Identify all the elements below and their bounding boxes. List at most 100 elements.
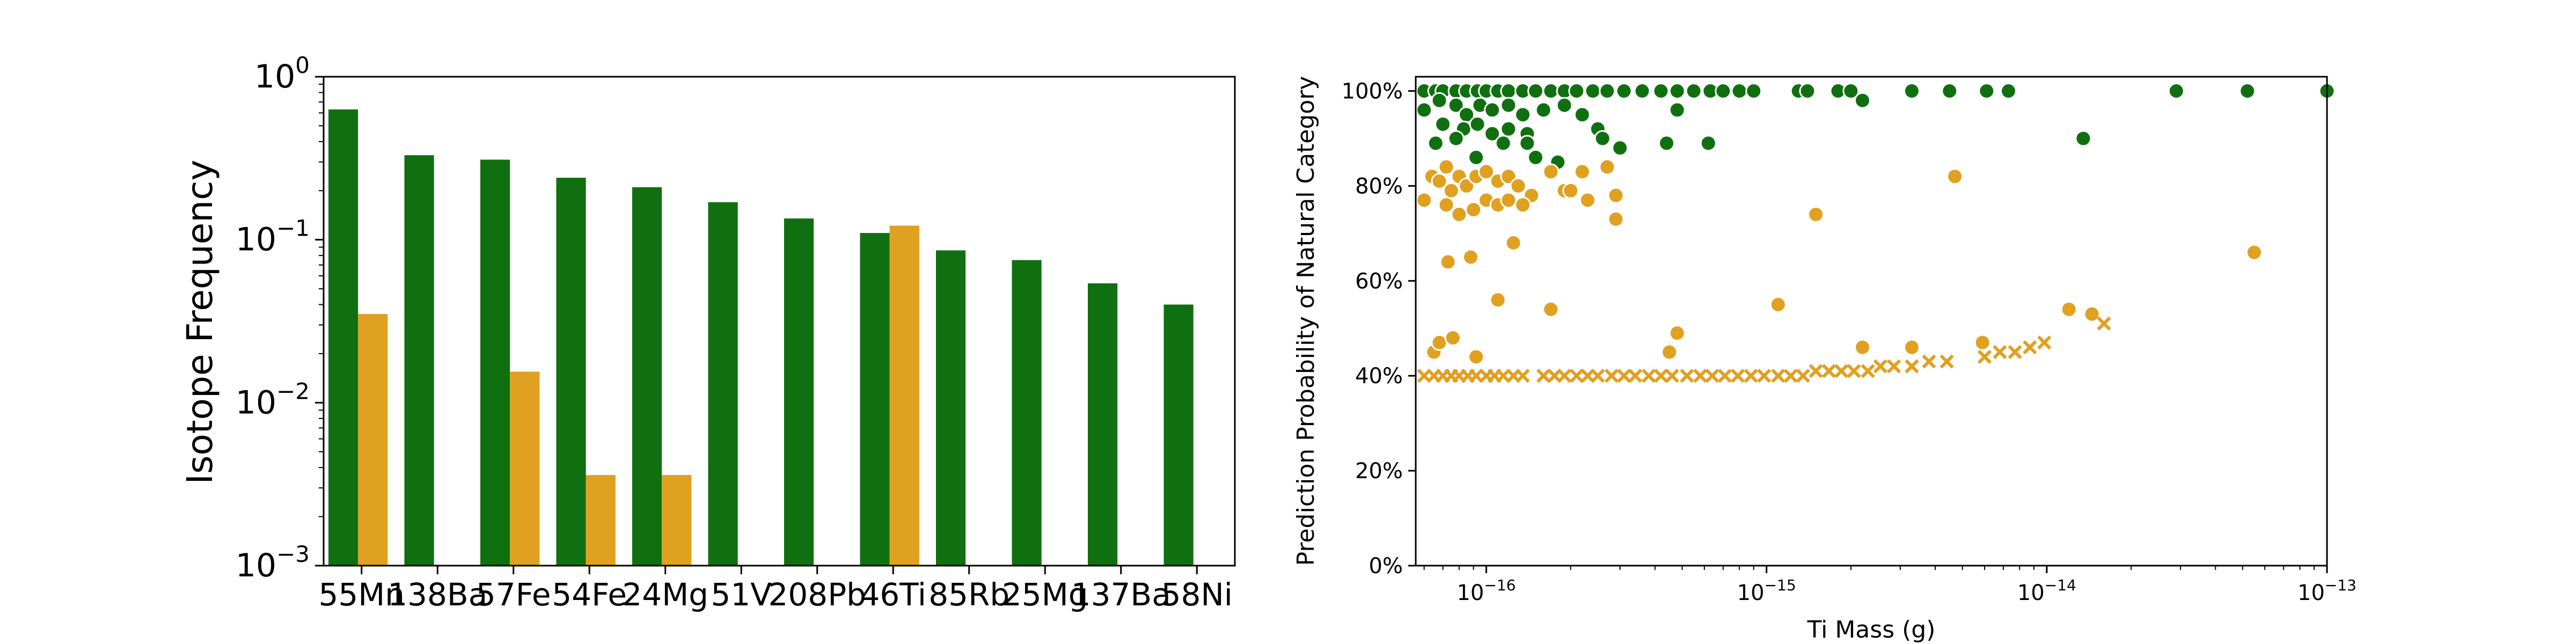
scatter-point-x — [1834, 364, 1849, 378]
scatter-point-natural — [1527, 83, 1544, 100]
scatter-point-x-stroke — [1834, 364, 1849, 378]
scatter-point-synthetic — [1510, 177, 1527, 194]
scatter-point-natural — [1612, 140, 1629, 157]
bar-55mn-natural — [328, 109, 358, 566]
scatter-point-synthetic — [1854, 339, 1871, 356]
bar-plot-frame — [323, 76, 1236, 567]
scatter-point-natural — [2239, 83, 2256, 100]
scatter-point-x-stroke — [1616, 369, 1631, 383]
scatter-point-x — [1873, 359, 1888, 374]
scatter-point-x — [1665, 369, 1679, 383]
scatter-point-natural — [1447, 97, 1465, 114]
scatter-x-axis-label: Ti Mass (g) — [1807, 616, 1936, 643]
scatter-point-x — [1940, 354, 1954, 369]
scatter-point-natural — [1495, 135, 1512, 152]
scatter-point-x-stroke — [1557, 369, 1572, 383]
scatter-point-x — [1731, 369, 1745, 383]
bar-y-tick-label: 100 — [254, 52, 310, 96]
scatter-point-x — [1569, 369, 1584, 383]
bar-85rb-natural — [936, 250, 966, 566]
bar-57fe-synthetic — [510, 371, 540, 566]
scatter-point-x — [1809, 364, 1823, 378]
scatter-point-synthetic — [1574, 163, 1591, 180]
scatter-point-x — [1847, 364, 1861, 378]
scatter-point-x-stroke — [1861, 364, 1875, 378]
scatter-point-natural — [1745, 83, 1762, 100]
scatter-point-x — [2008, 345, 2022, 360]
scatter-point-natural — [1903, 83, 1920, 100]
scatter-point-x — [1693, 369, 1708, 383]
scatter-point-x-stroke — [1940, 354, 1954, 369]
scatter-point-synthetic — [1903, 339, 1920, 356]
scatter-point-x-stroke — [1783, 369, 1798, 383]
scatter-point-synthetic — [1505, 235, 1522, 252]
scatter-point-x — [1821, 364, 1836, 378]
scatter-point-natural — [1500, 97, 1517, 114]
scatter-point-natural — [1799, 83, 1816, 100]
scatter-point-natural — [1484, 101, 1501, 119]
scatter-point-x-stroke — [1873, 359, 1888, 374]
scatter-point-x-stroke — [1744, 369, 1758, 383]
scatter-point-synthetic — [1514, 196, 1532, 214]
bar-x-tick-label: 51V — [711, 576, 772, 613]
scatter-point-x-stroke — [1591, 369, 1605, 383]
scatter-point-x-stroke — [1731, 369, 1745, 383]
scatter-x-tick-label: 10−15 — [1737, 576, 1796, 605]
scatter-x-tick-label: 10−14 — [2017, 576, 2076, 605]
scatter-point-natural — [1668, 101, 1686, 119]
scatter-chart: 0%20%40%60%80%100% 10−16 10−15 10−14 10−13 … — [1292, 76, 2357, 643]
scatter-point-synthetic — [1607, 187, 1624, 204]
scatter-point-x-stroke — [1604, 369, 1619, 383]
scatter-point-natural — [1941, 83, 1958, 100]
scatter-y-axis-label: Prediction Probability of Natural Catego… — [1292, 76, 1320, 566]
scatter-point-natural — [1500, 83, 1517, 100]
scatter-point-x — [1653, 369, 1668, 383]
bar-54fe-synthetic — [586, 475, 616, 566]
scatter-point-synthetic — [1542, 301, 1560, 318]
scatter-point-x — [2023, 340, 2037, 355]
scatter-point-natural — [1599, 83, 1616, 100]
scatter-point-natural — [1527, 149, 1544, 166]
scatter-point-natural — [1519, 135, 1536, 152]
bar-58ni-natural — [1163, 304, 1194, 566]
scatter-point-natural — [1484, 125, 1501, 142]
scatter-point-natural — [1685, 83, 1702, 100]
scatter-point-x-stroke — [2008, 345, 2022, 360]
scatter-point-synthetic — [2245, 244, 2263, 261]
bar-x-tick-label: 137Ba — [1071, 576, 1171, 613]
bar-x-tick-label: 46Ti — [860, 576, 926, 613]
scatter-point-natural — [1700, 135, 1717, 152]
scatter-point-natural — [1535, 101, 1552, 119]
bar-x-tick-label: 55Mn — [318, 576, 405, 613]
scatter-point-x-stroke — [1905, 359, 1919, 374]
scatter-point-synthetic — [2060, 301, 2077, 318]
bar-x-tick-label: 57Fe — [476, 576, 551, 613]
scatter-point-x-stroke — [1757, 369, 1772, 383]
scatter-point-x — [1771, 369, 1785, 383]
scatter-point-x-stroke — [1516, 369, 1530, 383]
scatter-point-x — [1796, 369, 1810, 383]
bar-54fe-natural — [556, 178, 586, 566]
scatter-point-natural — [1568, 83, 1585, 100]
scatter-y-tick-label: 40% — [1355, 364, 1403, 389]
scatter-point-synthetic — [1438, 196, 1455, 214]
scatter-point-natural — [1500, 120, 1517, 137]
scatter-x-tick-label: 10−16 — [1457, 576, 1516, 605]
scatter-point-x-stroke — [1665, 369, 1679, 383]
scatter-point-synthetic — [1769, 296, 1787, 313]
bar-208pb-natural — [784, 218, 814, 566]
scatter-point-x — [1604, 369, 1619, 383]
scatter-point-synthetic — [1439, 253, 1457, 270]
scatter-point-natural — [2000, 83, 2017, 100]
scatter-point-natural — [1652, 83, 1670, 100]
scatter-point-synthetic — [1489, 291, 1506, 309]
scatter-point-x-stroke — [2097, 316, 2111, 331]
bar-x-tick-label: 85Rb — [928, 576, 1009, 613]
scatter-y-tick-label: 60% — [1355, 269, 1403, 294]
scatter-point-natural — [1658, 135, 1675, 152]
bar-57fe-natural — [480, 159, 510, 566]
scatter-y-tick-label: 80% — [1355, 174, 1403, 199]
scatter-point-x — [1616, 369, 1631, 383]
scatter-point-x — [1905, 359, 1919, 374]
